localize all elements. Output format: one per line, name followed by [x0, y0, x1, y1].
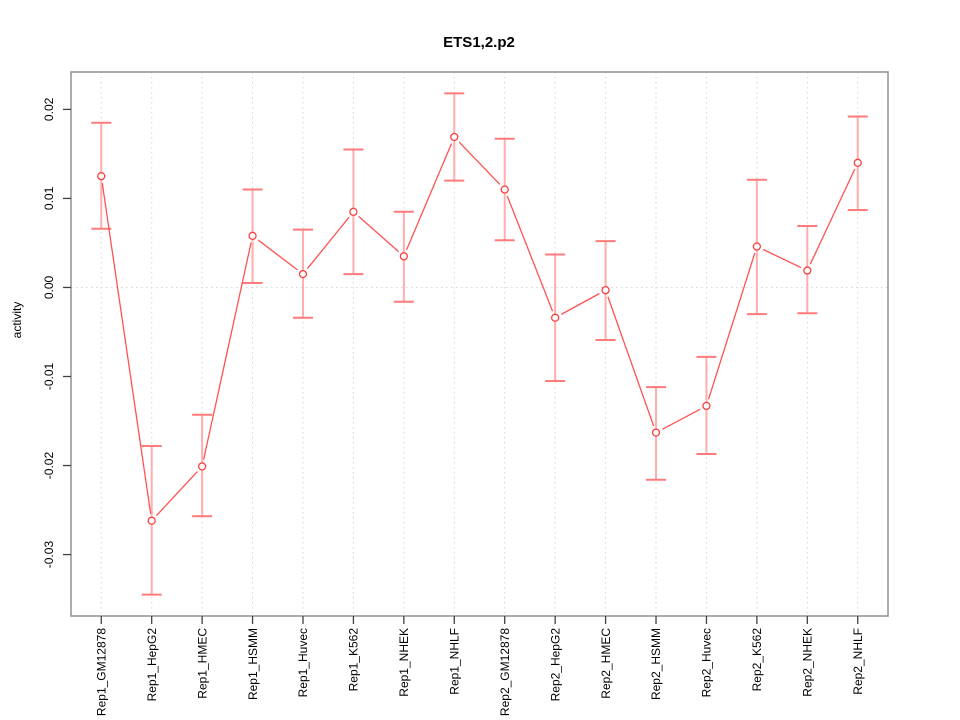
x-tick-label: Rep2_NHEK: [801, 628, 815, 697]
y-axis-label: activity: [10, 302, 24, 339]
series-segment: [458, 141, 501, 185]
series-segment: [101, 183, 152, 514]
series-segment: [155, 471, 198, 517]
x-tick-label: Rep1_Huvec: [296, 628, 310, 697]
data-point: [500, 185, 509, 194]
series-segment: [306, 216, 350, 270]
series-segment: [202, 242, 252, 460]
x-tick-label: Rep2_Huvec: [700, 628, 714, 697]
series-segment: [358, 215, 400, 253]
series-segment: [809, 168, 856, 265]
x-tick-label: Rep1_HMEC: [195, 628, 209, 699]
data-point: [752, 242, 762, 251]
data-point: [651, 428, 661, 437]
y-tick-label: -0.02: [42, 452, 56, 480]
x-tick-label: Rep1_HepG2: [145, 628, 159, 702]
y-tick-label: 0.02: [42, 97, 56, 121]
data-point: [298, 269, 308, 279]
x-tick-label: Rep2_HSMM: [649, 628, 663, 700]
y-tick-label: 0.00: [42, 275, 56, 299]
data-point: [248, 231, 257, 240]
x-tick-label: Rep2_HepG2: [548, 628, 562, 702]
x-tick-label: Rep2_K562: [750, 628, 764, 692]
series-segment: [661, 408, 701, 430]
x-tick-label: Rep2_NHLF: [851, 628, 865, 695]
y-tick-label: -0.01: [42, 362, 56, 390]
series-segment: [506, 195, 554, 312]
x-tick-label: Rep2_HMEC: [599, 628, 613, 699]
series-segment: [607, 296, 655, 427]
series-segment: [560, 292, 600, 315]
data-point: [550, 313, 560, 322]
x-tick-label: Rep1_K562: [347, 628, 361, 692]
series-segment: [405, 143, 453, 251]
data-point: [147, 516, 156, 525]
data-point: [399, 252, 409, 261]
chart-title: ETS1,2.p2: [443, 34, 515, 51]
data-point: [702, 401, 711, 411]
data-point: [450, 132, 459, 142]
plot-border: [70, 71, 889, 617]
data-point: [601, 285, 610, 295]
y-tick-label: 0.01: [42, 186, 56, 210]
x-tick-label: Rep1_HSMM: [246, 628, 260, 700]
series-segment: [257, 239, 298, 271]
x-tick-label: Rep2_GM12878: [498, 628, 512, 716]
series-segment: [762, 248, 802, 269]
data-point: [97, 172, 106, 181]
data-point: [197, 462, 207, 471]
data-point: [853, 158, 862, 167]
x-tick-label: Rep1_NHLF: [447, 628, 461, 695]
chart-layers: 0.02 0.01 0.00 -0.01 -0.02 -0.03 Rep1_GM12878 R…: [42, 71, 889, 716]
x-tick-label: Rep1_NHEK: [397, 628, 411, 697]
series-segment: [707, 252, 756, 400]
data-point: [349, 207, 358, 216]
data-point: [803, 266, 812, 275]
y-tick-label: -0.03: [42, 541, 56, 569]
x-tick-label: Rep1_GM12878: [94, 628, 108, 716]
